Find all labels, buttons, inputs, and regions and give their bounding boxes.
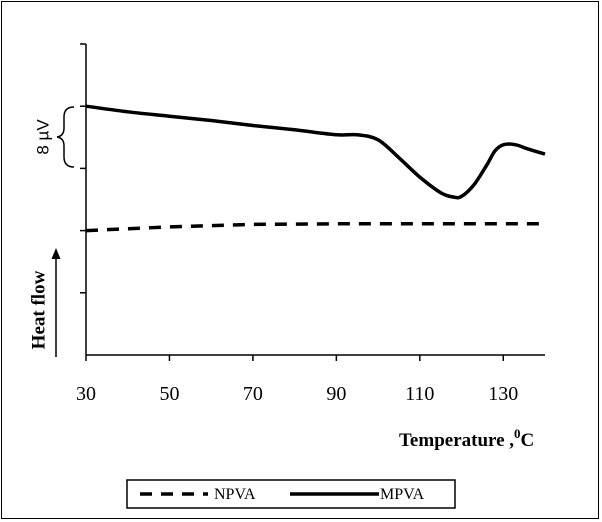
x-axis-unit-sup: 0 — [514, 426, 521, 441]
x-tick-label: 30 — [76, 383, 96, 405]
series-line-mpva — [85, 104, 546, 200]
legend-label-npva: NPVA — [214, 486, 256, 503]
x-tick-label: 50 — [159, 383, 179, 405]
y-axis-arrowhead-icon — [51, 248, 61, 259]
ticks: 30 50 70 90 110 130 — [76, 43, 518, 405]
series-line-npva — [85, 222, 545, 233]
series-layer — [85, 104, 546, 233]
legend: NPVA MPVA — [126, 479, 456, 509]
x-tick-label: 130 — [488, 383, 518, 405]
x-tick-label: 110 — [405, 383, 434, 405]
x-tick-label: 90 — [326, 383, 346, 405]
legend-label-mpva: MPVA — [380, 486, 425, 503]
y-axis-title-group: Heat flow — [28, 248, 61, 357]
scale-brace — [56, 106, 75, 168]
x-axis-title: Temperature ,0C — [399, 426, 534, 451]
x-axis-unit: C — [521, 430, 535, 451]
y-axis-title: Heat flow — [28, 270, 49, 349]
axes — [85, 44, 545, 356]
scale-bar: 8 µV — [33, 106, 75, 168]
scale-bar-label: 8 µV — [33, 119, 52, 155]
x-tick-label: 70 — [243, 383, 263, 405]
